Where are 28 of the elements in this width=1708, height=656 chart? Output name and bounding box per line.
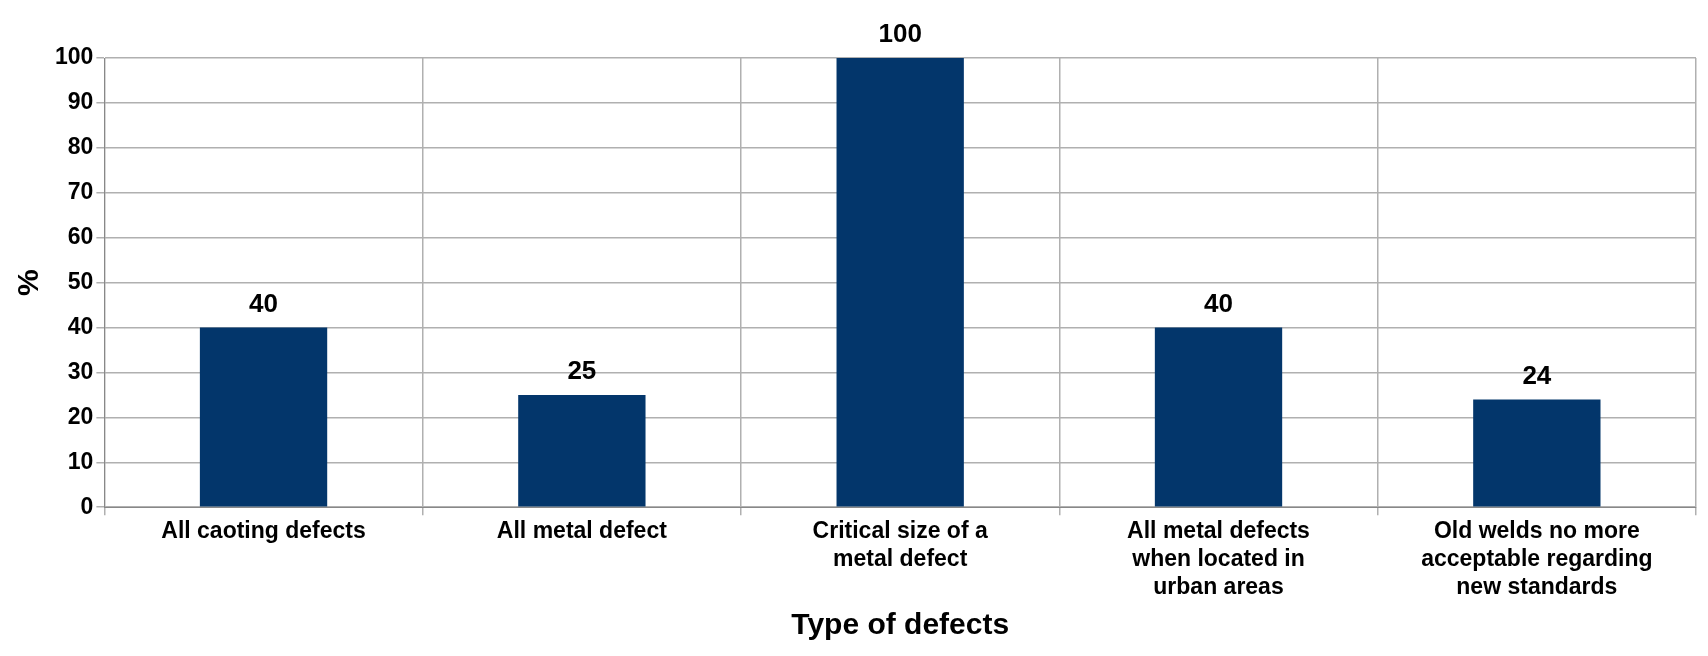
bar (836, 58, 964, 507)
y-axis-title: % (11, 269, 45, 296)
y-tick-label: 50 (67, 267, 94, 294)
x-tick-label: All caoting defects (161, 517, 366, 544)
y-tick-label: 70 (67, 178, 94, 205)
y-tick-label: 60 (67, 223, 94, 250)
x-tick-label: Critical size of a metal defect (812, 517, 988, 571)
data-label: 100 (878, 18, 922, 49)
x-axis-title: Type of defects (791, 607, 1010, 641)
bar (199, 327, 328, 507)
x-tick-label: Old welds no more acceptable regarding new standards (1421, 517, 1653, 599)
y-tick-label: 30 (67, 357, 94, 384)
data-label: 24 (1522, 359, 1552, 390)
y-tick-label: 80 (67, 133, 94, 160)
x-tick-label: All metal defects when located in urban areas (1127, 517, 1310, 599)
y-tick-label: 10 (67, 447, 94, 474)
data-label: 25 (567, 355, 597, 386)
y-tick-label: 100 (55, 43, 94, 70)
y-tick-label: 90 (67, 88, 94, 115)
data-label: 40 (1204, 287, 1233, 318)
bar (1154, 327, 1283, 507)
data-label: 40 (249, 287, 278, 318)
x-tick-label: All metal defect (496, 517, 668, 544)
y-tick-label: 40 (67, 312, 94, 339)
y-tick-label: 20 (67, 402, 94, 429)
y-tick-label: 0 (80, 492, 94, 519)
bar (518, 394, 646, 507)
bar (1473, 399, 1601, 507)
